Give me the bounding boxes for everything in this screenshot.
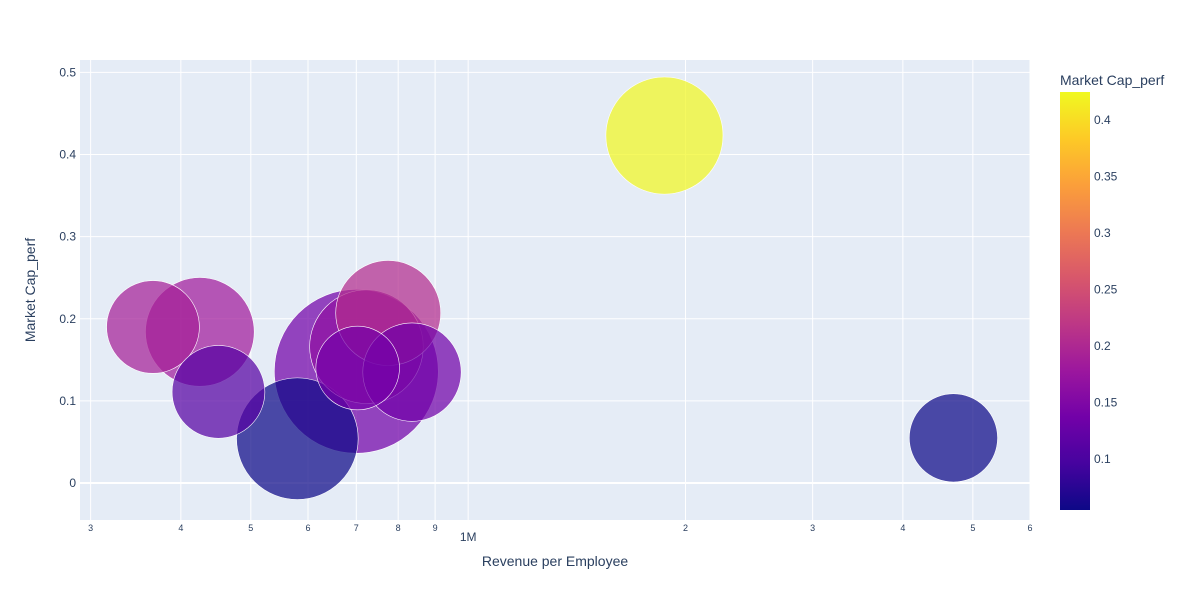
- x-tick-label: 4: [178, 523, 183, 533]
- y-tick-labels: 0 0.1 0.2 0.3 0.4 0.5: [59, 65, 76, 490]
- colorbar-tick-label: 0.4: [1094, 113, 1111, 127]
- colorbar-ticks: 0.1 0.15 0.2 0.25 0.3 0.35 0.4: [1094, 113, 1118, 466]
- y-tick-label: 0.2: [59, 312, 76, 326]
- x-tick-label: 6: [1027, 523, 1032, 533]
- x-tick-label: 2: [683, 523, 688, 533]
- y-tick-label: 0.5: [59, 65, 76, 79]
- x-tick-label: 4: [900, 523, 905, 533]
- colorbar-title: Market Cap_perf: [1060, 72, 1164, 88]
- y-tick-label: 0.3: [59, 230, 76, 244]
- x-tick-label: 5: [970, 523, 975, 533]
- colorbar-tick-label: 0.25: [1094, 283, 1118, 297]
- bubble-point[interactable]: [171, 345, 266, 439]
- colorbar-tick-label: 0.2: [1094, 339, 1111, 353]
- x-tick-label: 6: [305, 523, 310, 533]
- colorbar-tick-label: 0.3: [1094, 226, 1111, 240]
- x-tick-label: 7: [354, 523, 359, 533]
- y-axis-title: Market Cap_perf: [22, 238, 38, 342]
- bubbles: [106, 76, 998, 500]
- colorbar: [1060, 92, 1090, 510]
- bubble-point[interactable]: [605, 76, 724, 195]
- y-tick-label: 0.1: [59, 394, 76, 408]
- bubble-point[interactable]: [236, 377, 359, 500]
- colorbar-tick-label: 0.15: [1094, 396, 1118, 410]
- x-tick-label: 3: [88, 523, 93, 533]
- colorbar-tick-label: 0.1: [1094, 452, 1111, 466]
- x-axis-title: Revenue per Employee: [482, 553, 629, 569]
- bubble-point[interactable]: [106, 280, 200, 374]
- x-tick-label: 1M: [460, 530, 477, 544]
- x-tick-label: 9: [433, 523, 438, 533]
- x-tick-label: 5: [248, 523, 253, 533]
- bubble-point[interactable]: [908, 393, 998, 483]
- y-tick-label: 0: [69, 476, 76, 490]
- bubble-point[interactable]: [315, 325, 400, 411]
- y-tick-label: 0.4: [59, 147, 76, 161]
- x-tick-label: 8: [396, 523, 401, 533]
- x-tick-label: 3: [810, 523, 815, 533]
- x-tick-labels: 3 4 5 6 7 8 9 1M 2 3 4 5 6: [88, 523, 1032, 544]
- colorbar-tick-label: 0.35: [1094, 170, 1118, 184]
